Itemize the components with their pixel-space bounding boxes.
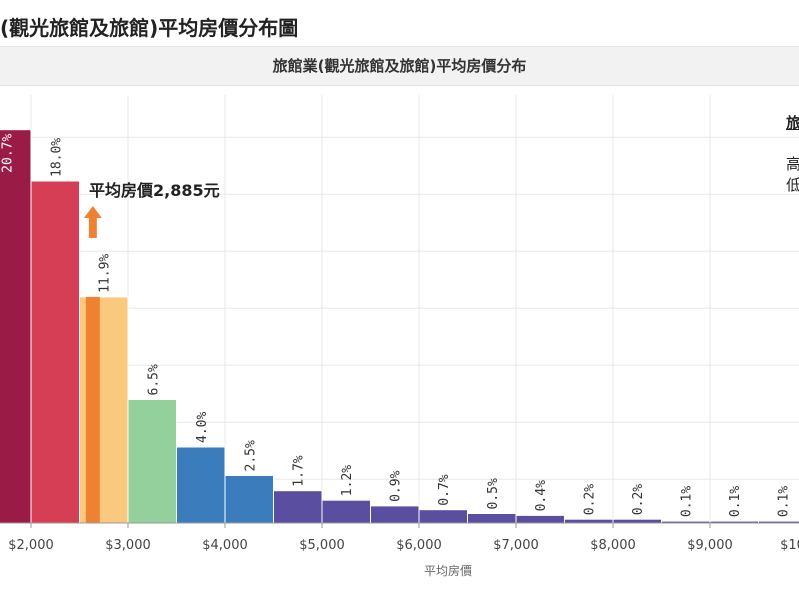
bar-value-label: 1.2%: [340, 465, 355, 496]
x-tick-label: $5,000: [299, 538, 345, 553]
bar-value-label: 0.1%: [680, 486, 695, 517]
bar-value-label: 0.1%: [728, 486, 743, 517]
histogram-bar: [467, 513, 517, 524]
bar-value-label: 2.5%: [243, 440, 258, 471]
histogram-bar: [515, 514, 565, 524]
average-label: 平均房價2,885元: [89, 181, 220, 200]
x-tick-label: $7,000: [493, 538, 539, 553]
histogram-bar: [321, 499, 371, 524]
histogram-bar: [564, 518, 614, 524]
legend-title: 旅: [786, 114, 799, 132]
bar-value-label: 0.5%: [486, 478, 501, 509]
histogram-bar: [224, 475, 274, 524]
chart-title: 旅館業(觀光旅館及旅館)平均房價分布: [0, 46, 799, 86]
histogram-bar: [127, 399, 177, 524]
histogram-bar: [30, 180, 80, 524]
bar-value-label: 18.0%: [49, 138, 64, 177]
bar-value-label: 0.7%: [437, 474, 452, 505]
histogram-bar: [370, 505, 420, 524]
x-tick-label: $6,000: [396, 538, 442, 553]
page-title: (觀光旅館及旅館)平均房價分布圖: [0, 16, 299, 40]
bar-value-label: 20.7%: [1, 134, 16, 173]
histogram-bar: [0, 129, 32, 524]
histogram-bar: [273, 490, 323, 524]
x-tick-label: $8,000: [590, 538, 636, 553]
x-tick-label: $3,000: [105, 538, 151, 553]
bar-value-label: 0.4%: [534, 480, 549, 511]
x-tick-label: $4,000: [202, 538, 248, 553]
bar-value-label: 4.0%: [195, 412, 210, 443]
bar-value-label: 1.7%: [292, 455, 307, 486]
legend: 旅 高 低: [786, 112, 799, 212]
x-tick-label: $9,000: [687, 538, 733, 553]
x-axis-title: 平均房價: [424, 563, 472, 578]
histogram-bar: [418, 509, 468, 524]
legend-high-label: 高: [786, 155, 799, 173]
bar-value-label: 11.9%: [98, 254, 113, 293]
bar-value-label: 0.2%: [631, 484, 646, 515]
bar-value-label: 6.5%: [146, 364, 161, 395]
average-arrow-icon: [83, 206, 102, 238]
average-marker-band: [85, 296, 100, 523]
bar-value-label: 0.1%: [777, 486, 792, 517]
x-tick-label: $2,000: [8, 538, 54, 553]
x-tick-label: $10,000: [780, 538, 799, 553]
bar-value-label: 0.2%: [583, 484, 598, 515]
histogram-bar: [176, 446, 226, 524]
bar-value-label: 0.9%: [389, 470, 404, 501]
histogram-bar: [612, 518, 662, 524]
legend-low-label: 低: [786, 176, 799, 194]
